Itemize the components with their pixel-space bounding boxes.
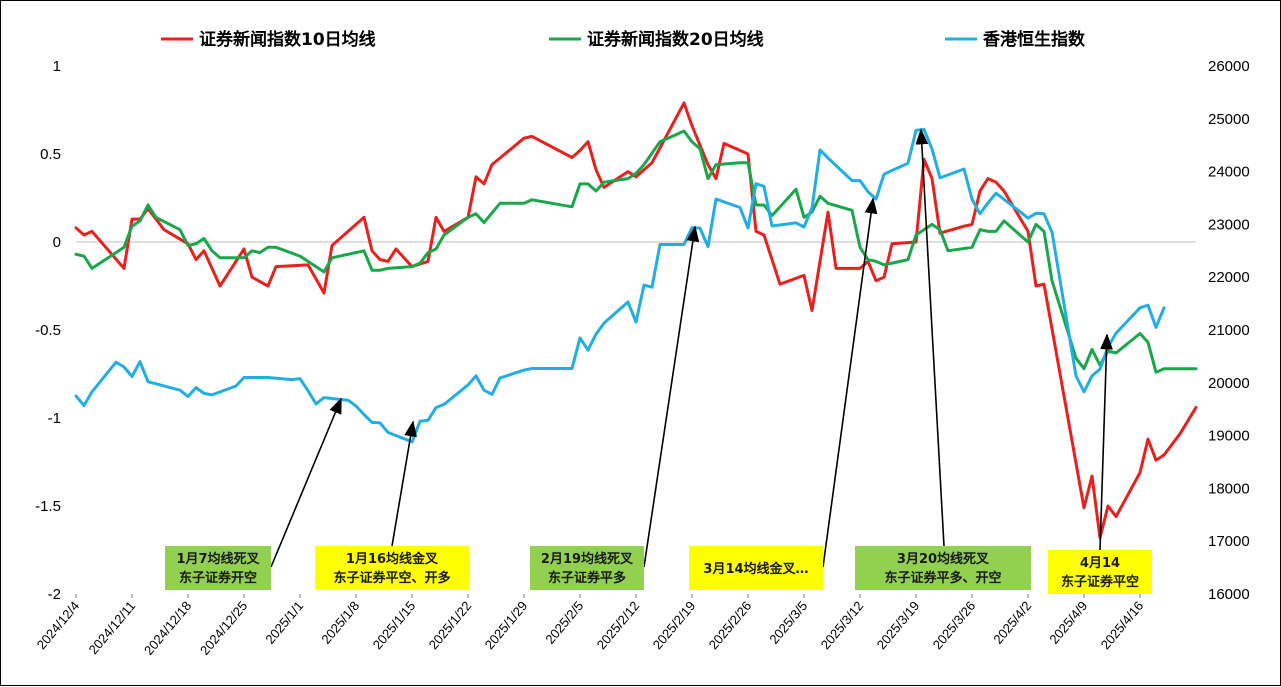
x-tick-label: 2025/2/12 <box>594 598 643 652</box>
annotation-text: 3月20均线死叉 <box>897 551 990 567</box>
y-left-tick-label: -1 <box>48 410 61 427</box>
x-tick-label: 2025/1/22 <box>426 598 475 652</box>
annotation-text: 东子证券平空 <box>1061 574 1139 590</box>
y-right-tick-label: 17000 <box>1208 533 1250 550</box>
annotation-box-3 <box>689 546 823 590</box>
annotation-box-4 <box>855 546 1031 590</box>
series-line-0 <box>74 101 1198 540</box>
y-right-tick-label: 24000 <box>1208 164 1250 181</box>
y-left-tick-label: -2 <box>48 586 61 603</box>
series-layer <box>74 101 1198 540</box>
y-right-tick-label: 26000 <box>1208 58 1250 75</box>
x-tick-label: 2025/3/12 <box>818 598 867 652</box>
annotation-arrow-3 <box>822 197 878 568</box>
annotations: 1月7均线死叉东子证券开空1月16均线金叉东子证券平空、开多2月19均线死叉东子… <box>165 128 1152 594</box>
annotation-text: 4月14 <box>1080 556 1120 571</box>
x-tick-label: 2025/4/16 <box>1098 598 1147 652</box>
annotation-box-5 <box>1048 550 1152 594</box>
y-left-tick-label: 1 <box>53 58 61 75</box>
y-right-tick-label: 22000 <box>1208 269 1250 286</box>
series-line-1 <box>74 129 1198 374</box>
x-tick-label: 2025/1/1 <box>262 598 306 646</box>
y-right-tick-label: 23000 <box>1208 216 1250 233</box>
y-right-tick-label: 18000 <box>1208 480 1250 497</box>
y-left-tick-label: -1.5 <box>35 498 61 515</box>
annotation-text: 3月14均线金叉… <box>703 561 808 577</box>
annotation-arrow-2 <box>643 225 700 568</box>
x-tick-label: 2025/2/26 <box>706 598 755 652</box>
legend-label-2: 香港恒生指数 <box>983 29 1086 50</box>
x-tick-label: 2025/2/19 <box>650 598 699 652</box>
x-tick-label: 2025/1/29 <box>482 598 531 652</box>
legend-label-1: 证券新闻指数20日均线 <box>587 29 764 50</box>
annotation-arrow-5 <box>1099 333 1113 551</box>
legend: 证券新闻指数10日均线 证券新闻指数20日均线 香港恒生指数 <box>161 29 1086 50</box>
x-tick-label: 2024/12/11 <box>86 598 139 657</box>
y-right-tick-label: 25000 <box>1208 111 1250 128</box>
x-tick-label: 2024/12/4 <box>34 598 83 652</box>
annotation-arrow-0 <box>270 397 342 568</box>
annotation-text: 东子证券平多、开空 <box>884 570 1001 586</box>
annotation-box-0 <box>165 546 271 590</box>
legend-label-0: 证券新闻指数10日均线 <box>199 29 376 50</box>
y-right-tick-label: 19000 <box>1208 428 1250 445</box>
x-tick-label: 2025/1/8 <box>318 598 362 646</box>
annotation-text: 东子证券平多 <box>548 570 626 586</box>
x-tick-label: 2025/1/15 <box>370 598 419 652</box>
annotation-text: 1月7均线死叉 <box>176 551 260 567</box>
annotation-arrow-4 <box>915 128 945 547</box>
series-line-2 <box>74 127 1166 444</box>
x-tick-label: 2025/2/5 <box>542 598 586 646</box>
y-left-tick-label: 0 <box>53 234 61 251</box>
y-left-tick-label: 0.5 <box>40 146 61 163</box>
y-right-tick-label: 21000 <box>1208 322 1250 339</box>
y-right-tick-label: 16000 <box>1208 586 1250 603</box>
annotation-text: 东子证券平空、开多 <box>333 570 450 586</box>
annotation-box-1 <box>315 546 469 590</box>
x-tick-label: 2025/4/9 <box>1046 598 1090 646</box>
y-right-tick-label: 20000 <box>1208 375 1250 392</box>
annotation-arrow-1 <box>391 420 417 547</box>
x-tick-label: 2025/3/19 <box>874 598 923 652</box>
annotation-text: 1月16均线金叉 <box>346 551 439 567</box>
annotation-text: 2月19均线死叉 <box>541 551 634 567</box>
annotation-text: 东子证券开空 <box>179 570 257 586</box>
x-tick-label: 2025/3/5 <box>766 598 810 646</box>
x-tick-label: 2025/3/26 <box>930 598 979 652</box>
x-tick-label: 2024/12/18 <box>141 598 194 657</box>
annotation-box-2 <box>530 546 644 590</box>
y-left-tick-label: -0.5 <box>35 322 61 339</box>
x-tick-label: 2024/12/25 <box>197 598 250 657</box>
x-tick-label: 2025/4/2 <box>990 598 1034 646</box>
